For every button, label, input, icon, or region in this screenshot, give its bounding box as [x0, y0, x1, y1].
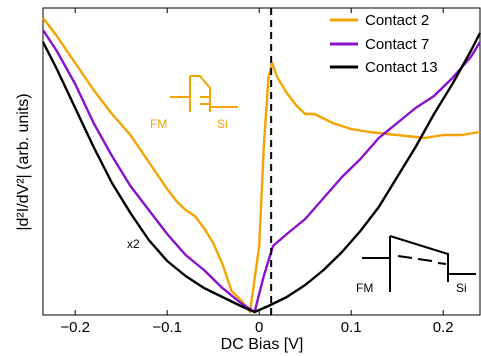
legend-label-contact-7: Contact 7	[365, 36, 429, 53]
scale-note-label: x2	[127, 237, 140, 251]
x-tick-label: −0.2	[60, 319, 90, 336]
inset-black-si-label: Si	[456, 281, 467, 295]
x-tick-label: 0.2	[433, 319, 454, 336]
plot-frame	[42, 7, 481, 316]
x-tick-label: 0.1	[341, 319, 362, 336]
series-line-contact-2	[42, 17, 481, 314]
series-layer	[41, 17, 481, 314]
inset-orange-fm-label: FM	[150, 117, 167, 131]
legend: Contact 2 Contact 7 Contact 13	[330, 12, 438, 76]
legend-label-contact-13: Contact 13	[365, 59, 438, 76]
y-axis-title: |d²I/dV²| (arb. units)	[15, 93, 32, 230]
inset-black-fm-label: FM	[356, 281, 373, 295]
x-axis-title: DC Bias [V]	[221, 336, 304, 353]
inset-orange-si-label: Si	[217, 117, 228, 131]
x-ticks: −0.2 −0.1 0 0.1 0.2	[60, 8, 454, 336]
x-tick-label: 0	[255, 319, 263, 336]
series-line-contact-7	[41, 29, 481, 314]
legend-label-contact-2: Contact 2	[365, 12, 429, 29]
x-tick-label: −0.1	[152, 319, 182, 336]
series-line-contact-13	[41, 32, 481, 314]
inset-band-diagram-orange	[170, 75, 238, 112]
inset-band-diagram-black	[362, 235, 476, 292]
